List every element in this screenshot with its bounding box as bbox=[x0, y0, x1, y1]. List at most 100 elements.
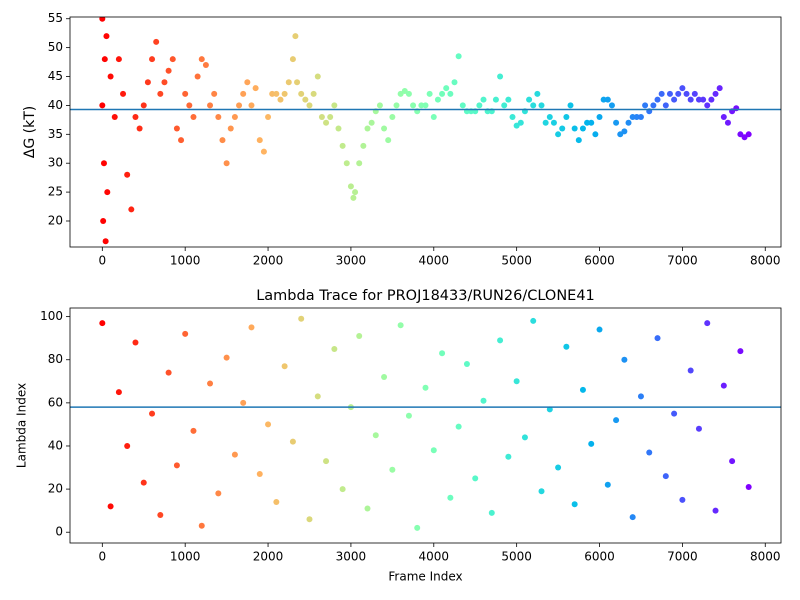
point bbox=[633, 113, 640, 120]
point bbox=[480, 96, 487, 103]
point bbox=[223, 160, 230, 167]
point bbox=[294, 79, 301, 86]
point bbox=[99, 320, 106, 327]
point bbox=[306, 102, 313, 109]
point bbox=[389, 466, 396, 473]
point bbox=[671, 96, 678, 103]
point bbox=[364, 125, 371, 132]
point bbox=[666, 90, 673, 97]
point bbox=[459, 102, 466, 109]
points bbox=[99, 315, 752, 531]
y-tick-label: 40 bbox=[48, 438, 63, 452]
point bbox=[190, 427, 197, 434]
x-tick-label: 5000 bbox=[501, 550, 532, 564]
point bbox=[281, 363, 288, 370]
point bbox=[513, 378, 520, 385]
point bbox=[567, 102, 574, 109]
y-tick-label: 40 bbox=[48, 98, 63, 112]
point bbox=[302, 96, 309, 103]
y-tick-label: 45 bbox=[48, 69, 63, 83]
point bbox=[405, 90, 412, 97]
point bbox=[426, 90, 433, 97]
point bbox=[248, 324, 255, 331]
point bbox=[422, 384, 429, 391]
point bbox=[704, 320, 711, 327]
point bbox=[140, 479, 147, 486]
point bbox=[596, 113, 603, 120]
x-tick-label: 4000 bbox=[419, 550, 450, 564]
y-tick-label: 35 bbox=[48, 127, 63, 141]
point bbox=[240, 90, 247, 97]
point bbox=[140, 102, 147, 109]
point bbox=[559, 125, 566, 132]
point bbox=[579, 386, 586, 393]
point bbox=[745, 131, 752, 138]
point bbox=[273, 499, 280, 506]
point bbox=[231, 451, 238, 458]
point bbox=[637, 113, 644, 120]
point bbox=[542, 119, 549, 126]
y-tick-label: 80 bbox=[48, 352, 63, 366]
y-tick-label: 0 bbox=[55, 525, 63, 539]
point bbox=[248, 102, 255, 109]
point bbox=[157, 511, 164, 518]
point bbox=[173, 125, 180, 132]
point bbox=[381, 125, 388, 132]
y-tick-label: 60 bbox=[48, 395, 63, 409]
point bbox=[687, 367, 694, 374]
point bbox=[729, 458, 736, 465]
point bbox=[372, 432, 379, 439]
point bbox=[434, 96, 441, 103]
point bbox=[381, 373, 388, 380]
point bbox=[269, 90, 276, 97]
point bbox=[650, 102, 657, 109]
x-tick-label: 2000 bbox=[253, 254, 284, 268]
point bbox=[509, 113, 516, 120]
point bbox=[182, 330, 189, 337]
point bbox=[679, 85, 686, 92]
point bbox=[476, 102, 483, 109]
point bbox=[621, 128, 628, 135]
point bbox=[144, 79, 151, 86]
point bbox=[521, 434, 528, 441]
point bbox=[99, 102, 106, 109]
point bbox=[331, 102, 338, 109]
y-tick-label: 25 bbox=[48, 185, 63, 199]
y-axis-label: Lambda Index bbox=[15, 383, 29, 468]
point bbox=[410, 102, 417, 109]
point bbox=[153, 38, 160, 45]
point bbox=[501, 102, 508, 109]
point bbox=[720, 113, 727, 120]
point bbox=[720, 382, 727, 389]
point bbox=[356, 160, 363, 167]
point bbox=[265, 421, 272, 428]
x-tick-label: 8000 bbox=[750, 550, 781, 564]
point bbox=[281, 90, 288, 97]
point bbox=[104, 189, 111, 196]
point bbox=[451, 79, 458, 86]
point bbox=[100, 160, 107, 167]
point bbox=[99, 17, 106, 22]
point bbox=[115, 56, 122, 63]
point bbox=[422, 102, 429, 109]
point bbox=[100, 217, 107, 224]
point bbox=[265, 113, 272, 120]
point bbox=[347, 183, 354, 190]
point bbox=[695, 425, 702, 432]
point bbox=[658, 90, 665, 97]
point bbox=[592, 131, 599, 138]
point bbox=[285, 79, 292, 86]
point bbox=[691, 90, 698, 97]
point bbox=[430, 447, 437, 454]
point bbox=[339, 486, 346, 493]
point bbox=[480, 397, 487, 404]
point bbox=[273, 90, 280, 97]
point bbox=[256, 137, 263, 144]
x-tick-label: 3000 bbox=[336, 550, 367, 564]
axes-title: Lambda Trace for PROJ18433/RUN26/CLONE41 bbox=[256, 288, 595, 304]
point bbox=[190, 113, 197, 120]
point bbox=[447, 494, 454, 501]
y-tick-label: 20 bbox=[48, 482, 63, 496]
point bbox=[588, 119, 595, 126]
point bbox=[463, 361, 470, 368]
